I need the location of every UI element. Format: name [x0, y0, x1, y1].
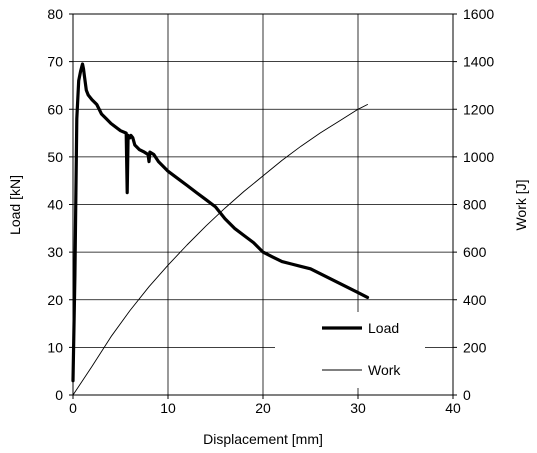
series-line-load — [71, 62, 370, 383]
x-axis-ticks: 0 10 20 30 40 — [69, 395, 461, 416]
y-right-tick-label: 600 — [463, 244, 487, 260]
y-right-tick-label: 1200 — [463, 101, 494, 117]
y-right-tick-label: 400 — [463, 292, 487, 308]
legend: Load Work — [275, 312, 425, 388]
y-right-axis-label: Work [J] — [513, 179, 529, 230]
y-left-tick-label: 0 — [55, 387, 63, 403]
y-left-tick-label: 70 — [47, 54, 63, 70]
x-axis-label: Displacement [mm] — [203, 431, 323, 447]
x-tick-label: 10 — [160, 400, 176, 416]
series-line-work — [72, 104, 368, 396]
y-right-axis-ticks: 0 200 400 600 800 1000 1200 1400 1600 — [453, 6, 494, 403]
x-tick-label: 0 — [69, 400, 77, 416]
y-right-tick-label: 1600 — [463, 6, 494, 22]
series-group — [71, 62, 370, 396]
y-left-tick-label: 30 — [47, 244, 63, 260]
y-right-tick-label: 0 — [463, 387, 471, 403]
legend-mask — [275, 312, 425, 388]
y-right-tick-label: 200 — [463, 339, 487, 355]
y-left-tick-label: 40 — [47, 197, 63, 213]
y-left-tick-label: 50 — [47, 149, 63, 165]
x-tick-label: 20 — [255, 400, 271, 416]
y-left-tick-label: 80 — [47, 6, 63, 22]
y-right-tick-label: 1400 — [463, 54, 494, 70]
y-left-axis-label: Load [kN] — [7, 175, 23, 235]
y-right-tick-label: 800 — [463, 197, 487, 213]
y-left-tick-label: 60 — [47, 101, 63, 117]
y-left-tick-label: 10 — [47, 339, 63, 355]
x-tick-label: 40 — [445, 400, 461, 416]
x-tick-label: 30 — [350, 400, 366, 416]
y-right-tick-label: 1000 — [463, 149, 494, 165]
legend-load-label: Load — [368, 320, 399, 336]
y-left-axis-ticks: 0 10 20 30 40 50 60 70 80 — [47, 6, 73, 403]
y-left-tick-label: 20 — [47, 292, 63, 308]
legend-work-label: Work — [368, 362, 401, 378]
